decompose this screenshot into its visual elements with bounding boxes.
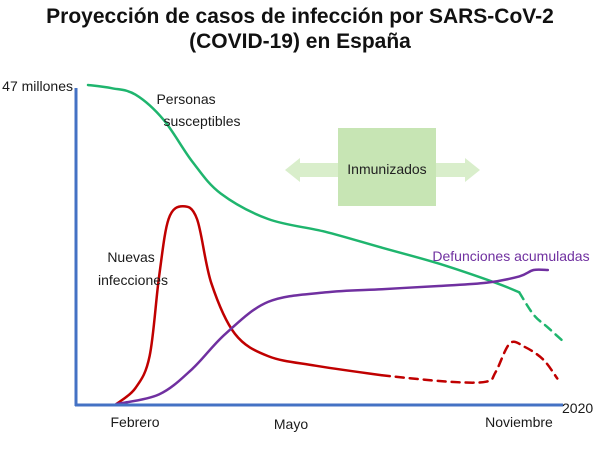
series-projection-infecciones (380, 340, 559, 384)
series-label-line: Personas (156, 91, 215, 107)
series-label-defunciones: Defunciones acumuladas (432, 248, 589, 264)
series-layer (86, 83, 564, 406)
inmunizados-box (338, 128, 436, 206)
x-tick-label: Mayo (274, 416, 308, 432)
x-tick-label: Noviembre (485, 414, 553, 430)
right-arrow-icon (436, 158, 480, 182)
series-line-infecciones (115, 204, 384, 406)
series-label-line: infecciones (98, 272, 168, 288)
series-label-line: Nuevas (107, 249, 154, 265)
series-line-defunciones (115, 268, 550, 406)
x-tick-label: Febrero (110, 414, 159, 430)
left-arrow-icon (285, 158, 338, 182)
series-line-susceptibles (86, 83, 521, 294)
series-label-susceptibles: Personas susceptibles (156, 91, 240, 129)
x-axis-end-label: 2020 (562, 400, 593, 416)
y-axis-label: 47 millones (2, 78, 73, 94)
inmunizados-label: Inmunizados (347, 161, 426, 177)
inmunizados-annotation: Inmunizados (285, 128, 480, 206)
series-label-infecciones: Nuevas infecciones (98, 249, 168, 288)
chart-subtitle: (COVID-19) en España (189, 30, 411, 53)
chart-title: Proyección de casos de infección por SAR… (46, 5, 554, 28)
series-label-line: susceptibles (163, 113, 240, 129)
series-projection-susceptibles (518, 291, 564, 342)
